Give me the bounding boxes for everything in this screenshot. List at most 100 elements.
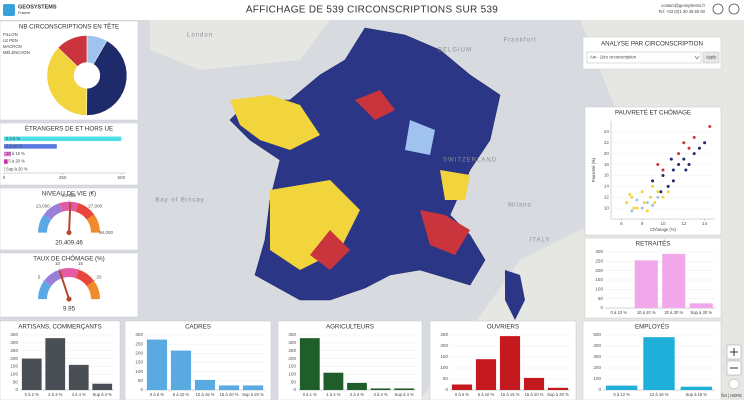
x-tick-label: 12 — [681, 221, 687, 226]
scatter-point — [666, 190, 670, 194]
y-tick-label: 14 — [604, 184, 610, 189]
bar — [499, 336, 521, 390]
scatter-point — [661, 173, 665, 177]
bar — [218, 385, 240, 390]
y-tick-label: 22 — [604, 140, 610, 145]
y-tick-label: 0 — [598, 387, 601, 392]
scatter-point — [635, 206, 639, 210]
chart-panel: PAUVRETÉ ET CHÔMAGE 10 12 14 16 18 20 22 24 6 8 10 1… — [584, 106, 722, 236]
scatter-point — [666, 184, 670, 188]
x-tick-label: 2 à 3 % — [48, 392, 62, 397]
x-tick-label: 10 — [660, 221, 666, 226]
home-button[interactable] — [712, 3, 724, 15]
gauge-tick-label: 15 — [78, 261, 84, 266]
chart-panel: OUVRIERS 0 50 100 150 200 250 0 à 5 % 5 à 10 % 10… — [429, 320, 577, 400]
y-tick-label: 300 — [10, 340, 18, 345]
panel — [0, 122, 139, 186]
y-tick-label: 50 — [13, 379, 19, 384]
panel — [584, 106, 722, 236]
gauge-tick — [42, 279, 45, 282]
gauge-band — [43, 269, 63, 287]
circonscription-select[interactable] — [586, 51, 702, 64]
x-tick-label: 5 à 10 % — [478, 392, 495, 397]
scatter-point — [677, 152, 681, 156]
map-region — [440, 170, 470, 200]
search-button[interactable] — [728, 378, 740, 390]
scatter-point — [651, 184, 655, 188]
scatter-point — [628, 193, 632, 196]
bar — [662, 253, 686, 308]
gauge-value: 9.95 — [63, 306, 76, 313]
panel-title: RETRAITÉS — [636, 241, 671, 248]
pie-slice — [46, 47, 88, 116]
x-tick-label: 0 à 5 % — [455, 392, 469, 397]
gauge-tick — [78, 267, 80, 270]
gauge-band — [59, 201, 79, 212]
scatter-point — [630, 209, 634, 213]
gauge-tick-label: 34,000 — [99, 230, 113, 235]
y-tick-label: 500 — [593, 332, 601, 337]
scatter-point — [640, 190, 644, 194]
x-tick-label: 2 à 3 % — [350, 392, 364, 397]
y-tick-label: 100 — [440, 365, 448, 370]
zoom-controls — [726, 344, 742, 390]
y-tick-label: 400 — [593, 343, 601, 348]
gauge-hub — [66, 230, 72, 236]
help-button[interactable] — [728, 3, 740, 15]
y-tick-label: 250 — [440, 332, 448, 337]
map-label: SWITZERLAND — [443, 158, 497, 164]
scatter-point — [677, 163, 681, 167]
x-tick-label: 10 à 15 % — [196, 392, 215, 397]
panel-title: AGRICULTEURS — [326, 324, 374, 331]
zoom-in-icon — [730, 348, 738, 356]
scatter-point — [684, 168, 688, 172]
scatter-point — [656, 190, 660, 194]
contact-email: contact@geosystems.fr — [661, 3, 705, 8]
apply-button[interactable] — [702, 51, 720, 64]
scatter-point — [656, 195, 660, 199]
gauge-tick — [45, 209, 48, 211]
y-tick-label: 250 — [135, 341, 143, 346]
legend-label: MACRON — [3, 44, 22, 49]
scatter-point — [656, 163, 660, 167]
y-tick-label: 150 — [135, 360, 143, 365]
y-tick-label: 200 — [595, 268, 603, 273]
gauge-tick-label: 27,000 — [88, 204, 102, 209]
category-label: 0 à 5 % — [6, 136, 20, 141]
x-tick-label: 14 — [702, 221, 708, 226]
category-label: Sup à 20 % — [6, 166, 28, 171]
y-tick-label: 0 — [600, 305, 603, 310]
y-tick-label: 100 — [135, 369, 143, 374]
y-tick-label: 150 — [595, 277, 603, 282]
scatter-point — [645, 201, 649, 205]
panel-title: CADRES — [185, 324, 211, 331]
gauge-band — [75, 203, 95, 220]
gauge-tick — [93, 279, 96, 282]
x-tick-label: 5 à 10 % — [173, 392, 190, 397]
map-region — [355, 90, 395, 120]
bar — [523, 377, 545, 390]
y-tick-label: 350 — [288, 332, 296, 337]
bar — [68, 364, 89, 390]
legend-label: FILLON — [3, 32, 18, 37]
bar — [4, 151, 12, 157]
x-tick-label: 3 à 4 % — [72, 392, 86, 397]
bar — [547, 387, 569, 390]
panel-title: EMPLOYÉS — [635, 324, 669, 331]
y-tick-label: 300 — [595, 249, 603, 254]
y-tick-label: 200 — [288, 356, 296, 361]
gauge-tick-label: 13,000 — [36, 204, 50, 209]
bar — [475, 359, 497, 390]
map-label: BELGIUM — [438, 48, 472, 54]
gauge-band — [75, 269, 95, 287]
analysis-panel: ANALYSE PAR CIRCONSCRIPTION Ain - 1ère c… — [582, 36, 722, 70]
map-region — [230, 95, 320, 150]
chart-panel: CADRES 0 50 100 150 200 250 300 0 à 5 % 5 à 10 % 1… — [124, 320, 272, 400]
gauge-band — [86, 280, 100, 300]
x-tick-label: 10 à 15 % — [501, 392, 520, 397]
bar — [4, 159, 8, 164]
y-tick-label: 50 — [598, 296, 604, 301]
bar — [4, 166, 6, 172]
x-tick-label: 1 à 2 % — [326, 392, 340, 397]
y-tick-label: 0 — [15, 387, 18, 392]
